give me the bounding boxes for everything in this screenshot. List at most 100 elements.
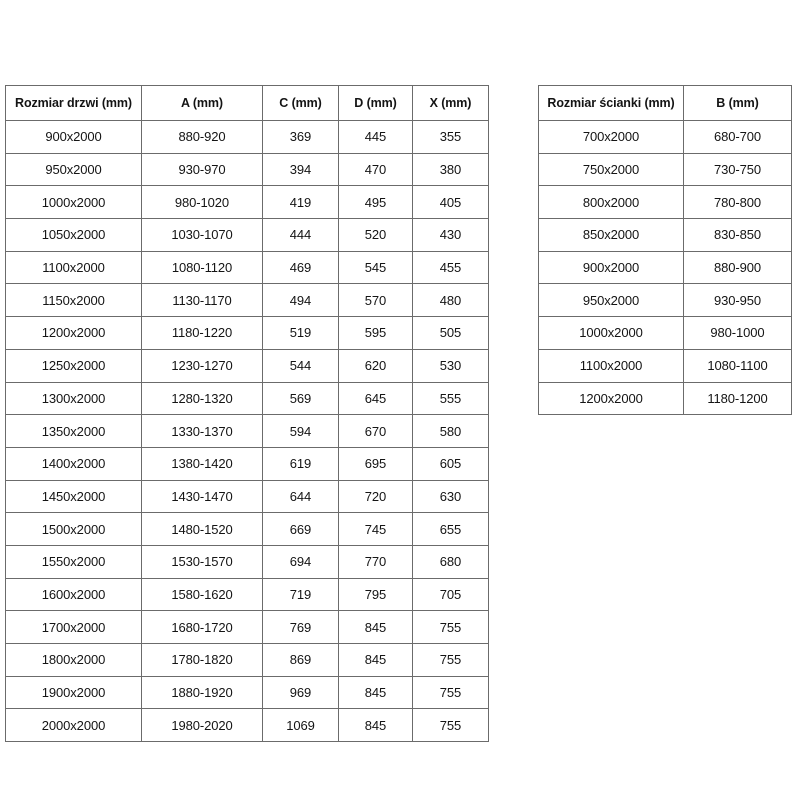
- cell-door-size: 1500x2000: [5, 512, 142, 546]
- cell-x: 405: [412, 185, 489, 220]
- cell-wall-size: 850x2000: [538, 218, 684, 252]
- cell-d: 545: [338, 250, 413, 285]
- cell-d: 770: [338, 544, 413, 579]
- cell-a: 1680-1720: [141, 610, 263, 644]
- cell-d: 845: [338, 643, 413, 677]
- cell-a: 1330-1370: [141, 414, 263, 448]
- cell-b: 730-750: [683, 152, 792, 187]
- cell-wall-size: 1200x2000: [538, 381, 684, 416]
- table-row: 1550x2000 1530-1570 694 770 680: [5, 544, 489, 579]
- cell-d: 745: [338, 512, 413, 546]
- cell-c: 544: [262, 348, 339, 383]
- table-row: 1700x2000 1680-1720 769 845 755: [5, 610, 489, 644]
- cell-c: 444: [262, 218, 339, 252]
- cell-c: 594: [262, 414, 339, 448]
- cell-c: 694: [262, 544, 339, 579]
- cell-x: 480: [412, 283, 489, 318]
- cell-b: 680-700: [683, 120, 792, 154]
- table-row: 1200x2000 1180-1220 519 595 505: [5, 316, 489, 350]
- table-row: 1000x2000 980-1000: [538, 316, 792, 350]
- door-size-table-body: 900x2000 880-920 369 445 355 950x2000 93…: [5, 120, 489, 743]
- cell-a: 1080-1120: [141, 250, 263, 285]
- column-header-x: X (mm): [412, 85, 489, 121]
- cell-x: 755: [412, 675, 489, 710]
- cell-d: 845: [338, 610, 413, 644]
- cell-x: 455: [412, 250, 489, 285]
- cell-a: 1530-1570: [141, 544, 263, 579]
- table-row: 950x2000 930-970 394 470 380: [5, 152, 489, 187]
- cell-d: 570: [338, 283, 413, 318]
- table-header-row: Rozmiar ścianki (mm) B (mm): [538, 85, 792, 121]
- column-header-c: C (mm): [262, 85, 339, 121]
- cell-wall-size: 750x2000: [538, 152, 684, 187]
- column-header-wall-size: Rozmiar ścianki (mm): [538, 85, 684, 121]
- cell-c: 419: [262, 185, 339, 220]
- cell-c: 644: [262, 479, 339, 514]
- table-header-row: Rozmiar drzwi (mm) A (mm) C (mm) D (mm) …: [5, 85, 489, 121]
- table-row: 1100x2000 1080-1120 469 545 455: [5, 250, 489, 285]
- cell-wall-size: 900x2000: [538, 250, 684, 285]
- cell-d: 520: [338, 218, 413, 252]
- cell-d: 670: [338, 414, 413, 448]
- cell-x: 505: [412, 316, 489, 350]
- cell-c: 719: [262, 577, 339, 612]
- wall-panel-size-table-header: Rozmiar ścianki (mm) B (mm): [538, 85, 792, 121]
- cell-door-size: 1300x2000: [5, 381, 142, 416]
- table-row: 1000x2000 980-1020 419 495 405: [5, 185, 489, 220]
- cell-d: 445: [338, 120, 413, 154]
- cell-x: 755: [412, 708, 489, 743]
- wall-panel-size-table-body: 700x2000 680-700 750x2000 730-750 800x20…: [538, 120, 792, 416]
- cell-a: 1780-1820: [141, 643, 263, 677]
- cell-b: 1180-1200: [683, 381, 792, 416]
- cell-wall-size: 700x2000: [538, 120, 684, 154]
- cell-door-size: 1450x2000: [5, 479, 142, 514]
- cell-c: 1069: [262, 708, 339, 743]
- cell-d: 695: [338, 446, 413, 481]
- cell-c: 869: [262, 643, 339, 677]
- cell-a: 1030-1070: [141, 218, 263, 252]
- door-size-table: Rozmiar drzwi (mm) A (mm) C (mm) D (mm) …: [5, 85, 489, 743]
- door-size-table-header: Rozmiar drzwi (mm) A (mm) C (mm) D (mm) …: [5, 85, 489, 121]
- cell-door-size: 1000x2000: [5, 185, 142, 220]
- cell-d: 470: [338, 152, 413, 187]
- table-row: 1600x2000 1580-1620 719 795 705: [5, 577, 489, 612]
- cell-x: 430: [412, 218, 489, 252]
- cell-d: 495: [338, 185, 413, 220]
- cell-a: 1580-1620: [141, 577, 263, 612]
- cell-b: 1080-1100: [683, 348, 792, 383]
- cell-x: 530: [412, 348, 489, 383]
- cell-c: 569: [262, 381, 339, 416]
- cell-a: 880-920: [141, 120, 263, 154]
- cell-d: 645: [338, 381, 413, 416]
- cell-wall-size: 1100x2000: [538, 348, 684, 383]
- cell-wall-size: 1000x2000: [538, 316, 684, 350]
- cell-c: 469: [262, 250, 339, 285]
- cell-b: 980-1000: [683, 316, 792, 350]
- table-row: 1250x2000 1230-1270 544 620 530: [5, 348, 489, 383]
- cell-d: 595: [338, 316, 413, 350]
- cell-x: 680: [412, 544, 489, 579]
- cell-door-size: 1800x2000: [5, 643, 142, 677]
- cell-d: 620: [338, 348, 413, 383]
- cell-x: 605: [412, 446, 489, 481]
- table-row: 850x2000 830-850: [538, 218, 792, 252]
- cell-b: 780-800: [683, 185, 792, 220]
- cell-d: 720: [338, 479, 413, 514]
- cell-x: 355: [412, 120, 489, 154]
- table-row: 900x2000 880-900: [538, 250, 792, 285]
- cell-c: 669: [262, 512, 339, 546]
- cell-wall-size: 800x2000: [538, 185, 684, 220]
- cell-x: 380: [412, 152, 489, 187]
- table-row: 1800x2000 1780-1820 869 845 755: [5, 643, 489, 677]
- cell-x: 630: [412, 479, 489, 514]
- column-header-a: A (mm): [141, 85, 263, 121]
- table-row: 750x2000 730-750: [538, 152, 792, 187]
- cell-a: 1180-1220: [141, 316, 263, 350]
- cell-x: 580: [412, 414, 489, 448]
- cell-a: 1230-1270: [141, 348, 263, 383]
- cell-a: 1430-1470: [141, 479, 263, 514]
- column-header-door-size: Rozmiar drzwi (mm): [5, 85, 142, 121]
- cell-x: 755: [412, 643, 489, 677]
- cell-c: 969: [262, 675, 339, 710]
